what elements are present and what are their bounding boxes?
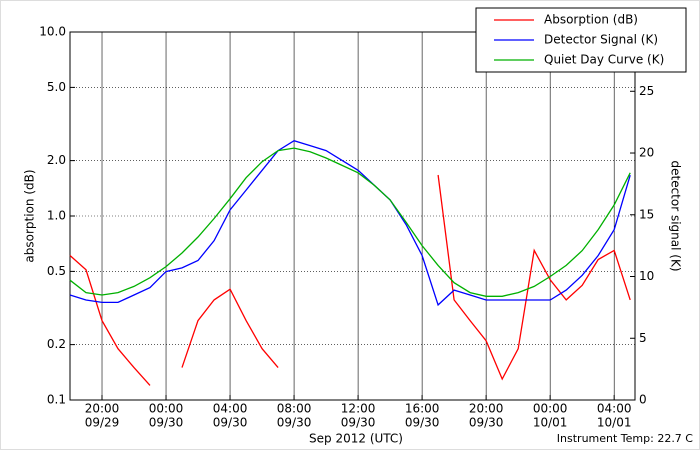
x-tick-label: 10/01 xyxy=(597,416,632,430)
y-tick-label: 2.0 xyxy=(47,153,66,167)
y-tick-label: 0.1 xyxy=(47,393,66,407)
legend-label: Detector Signal (K) xyxy=(544,33,658,47)
x-tick-label: 00:00 xyxy=(533,402,568,416)
y-tick-label: 10.0 xyxy=(39,25,66,39)
x-tick-label: 09/30 xyxy=(405,416,440,430)
x-tick-label: 20:00 xyxy=(469,402,504,416)
legend-label: Quiet Day Curve (K) xyxy=(544,53,664,67)
x-tick-label: 00:00 xyxy=(149,402,184,416)
x-tick-label: 09/30 xyxy=(149,416,184,430)
y-tick-label: 0.2 xyxy=(47,337,66,351)
x-tick-label: 08:00 xyxy=(277,402,312,416)
y2-tick-label: 20 xyxy=(639,146,654,160)
x-tick-label: 09/30 xyxy=(341,416,376,430)
x-tick-label: 04:00 xyxy=(213,402,248,416)
x-tick-label: 16:00 xyxy=(405,402,440,416)
y2-tick-label: 5 xyxy=(639,331,647,345)
x-axis-label: Sep 2012 (UTC) xyxy=(309,432,403,446)
series-line xyxy=(69,139,631,307)
y-tick-label: 0.5 xyxy=(47,264,66,278)
x-tick-label: 09/30 xyxy=(213,416,248,430)
y2-tick-label: 15 xyxy=(639,207,654,221)
x-tick-label: 09/30 xyxy=(469,416,504,430)
series-line xyxy=(69,147,631,297)
y2-tick-label: 0 xyxy=(639,393,647,407)
annotation: Instrument Temp: 22.7 C xyxy=(557,432,694,445)
series-line xyxy=(69,174,631,386)
y-tick-label: 5.0 xyxy=(47,80,66,94)
y-axis-label: absorption (dB) xyxy=(23,169,37,262)
y-tick-label: 1.0 xyxy=(47,209,66,223)
x-tick-label: 20:00 xyxy=(85,402,120,416)
legend-label: Absorption (dB) xyxy=(544,13,638,27)
y2-axis-label: detector signal (K) xyxy=(669,160,683,271)
x-tick-label: 12:00 xyxy=(341,402,376,416)
x-tick-label: 04:00 xyxy=(597,402,632,416)
x-tick-label: 10/01 xyxy=(533,416,568,430)
x-tick-label: 09/30 xyxy=(277,416,312,430)
y2-tick-label: 10 xyxy=(639,269,654,283)
y2-tick-label: 25 xyxy=(639,84,654,98)
x-tick-label: 09/29 xyxy=(85,416,120,430)
